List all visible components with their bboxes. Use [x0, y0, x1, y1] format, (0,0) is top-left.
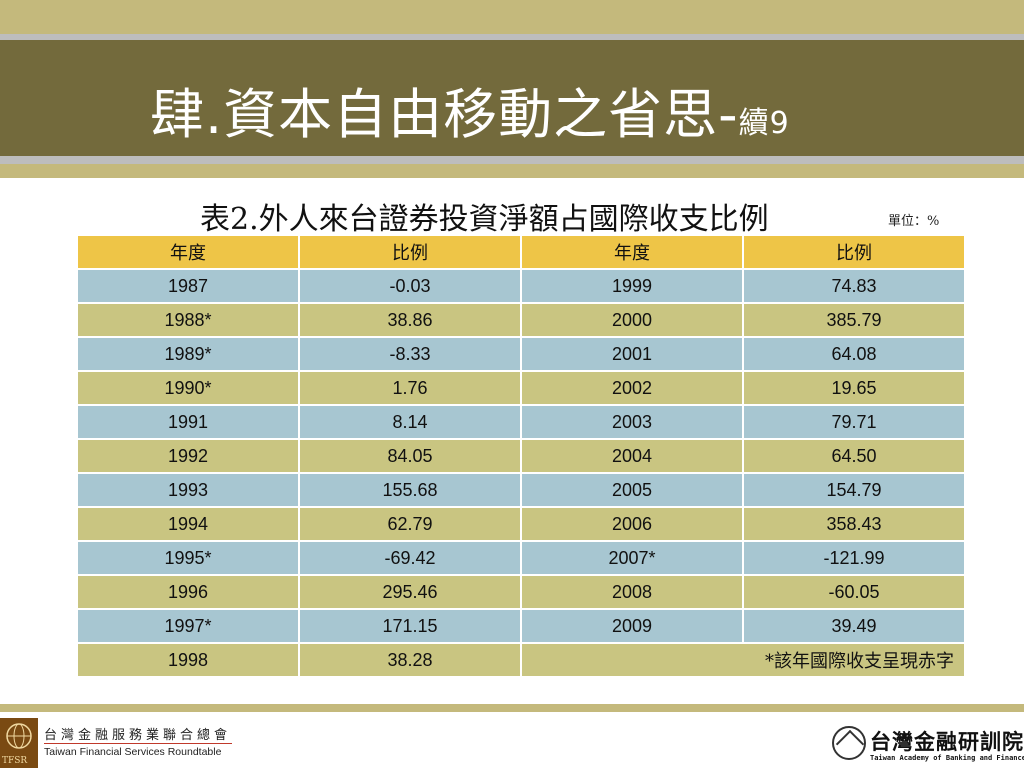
bottom-decor-band — [0, 704, 1024, 712]
table-row: 1989* -8.33 2001 64.08 — [76, 336, 966, 372]
title-grey-stripe — [0, 156, 1024, 164]
tfsr-emblem-text: TFSR — [2, 756, 28, 766]
table-cell: 171.15 — [298, 608, 522, 644]
table-cell: 8.14 — [298, 404, 522, 440]
tfsr-logo: TFSR 台灣金融服務業聯合總會 Taiwan Financial Servic… — [0, 716, 240, 768]
table-cell: 1999 — [520, 268, 744, 304]
table-row: 1990* 1.76 2002 19.65 — [76, 370, 966, 406]
slide-title-suffix: 續9 — [738, 106, 790, 141]
table-row: 1995* -69.42 2007* -121.99 — [76, 540, 966, 576]
table-cell: 358.43 — [742, 506, 966, 542]
globe-icon — [6, 723, 32, 749]
tfsr-name-en: Taiwan Financial Services Roundtable — [44, 746, 222, 758]
table-cell: 2007* — [520, 540, 744, 576]
table-row: 1997* 171.15 2009 39.49 — [76, 608, 966, 644]
table-cell: -0.03 — [298, 268, 522, 304]
table-cell: 1998 — [76, 642, 300, 678]
table-cell: 64.50 — [742, 438, 966, 474]
table-cell: 1995* — [76, 540, 300, 576]
slide-title-main: 肆.資本自由移動之省思- — [150, 83, 739, 146]
top-grey-stripe — [0, 34, 1024, 40]
deficit-note: *該年國際收支呈現赤字 — [520, 642, 966, 678]
table-row: 1988* 38.86 2000 385.79 — [76, 302, 966, 338]
table-cell: 154.79 — [742, 472, 966, 508]
table-row: 1994 62.79 2006 358.43 — [76, 506, 966, 542]
table-row: 1998 38.28 *該年國際收支呈現赤字 — [76, 642, 966, 678]
table-cell: 2000 — [520, 302, 744, 338]
table-cell: 19.65 — [742, 370, 966, 406]
slide-title: 肆.資本自由移動之省思-續9 — [150, 70, 790, 149]
data-table: 年度 比例 年度 比例 1987 -0.03 1999 74.83 1988* … — [76, 234, 966, 678]
header-ratio-1: 比例 — [298, 234, 522, 270]
table-cell: -121.99 — [742, 540, 966, 576]
table-cell: 1989* — [76, 336, 300, 372]
table-cell: 1990* — [76, 370, 300, 406]
table-cell: -69.42 — [298, 540, 522, 576]
table-cell: 1994 — [76, 506, 300, 542]
tabf-logo: 台灣金融研訓院 Taiwan Academy of Banking and Fi… — [832, 724, 1024, 768]
table-cell: 2005 — [520, 472, 744, 508]
header-year-2: 年度 — [520, 234, 744, 270]
table-row: 1993 155.68 2005 154.79 — [76, 472, 966, 508]
table-cell: 38.28 — [298, 642, 522, 678]
header-ratio-2: 比例 — [742, 234, 966, 270]
table-cell: 62.79 — [298, 506, 522, 542]
tfsr-name-cn: 台灣金融服務業聯合總會 — [44, 727, 232, 742]
table-cell: 1997* — [76, 608, 300, 644]
table-cell: 295.46 — [298, 574, 522, 610]
table-row: 1996 295.46 2008 -60.05 — [76, 574, 966, 610]
table-cell: 1988* — [76, 302, 300, 338]
header-year-1: 年度 — [76, 234, 300, 270]
table-cell: -60.05 — [742, 574, 966, 610]
table-cell: 385.79 — [742, 302, 966, 338]
table-caption: 表2.外人來台證券投資淨額占國際收支比例 — [200, 202, 769, 237]
top-decor-band — [0, 0, 1024, 34]
table-cell: 2006 — [520, 506, 744, 542]
table-row: 1987 -0.03 1999 74.83 — [76, 268, 966, 304]
table-cell: 64.08 — [742, 336, 966, 372]
title-olive-stripe — [0, 164, 1024, 178]
table-cell: -8.33 — [298, 336, 522, 372]
table-cell: 84.05 — [298, 438, 522, 474]
table-cell: 2004 — [520, 438, 744, 474]
table-cell: 2002 — [520, 370, 744, 406]
table-row: 1991 8.14 2003 79.71 — [76, 404, 966, 440]
table-cell: 1991 — [76, 404, 300, 440]
table-row: 1992 84.05 2004 64.50 — [76, 438, 966, 474]
table-cell: 155.68 — [298, 472, 522, 508]
table-cell: 1993 — [76, 472, 300, 508]
table-header-row: 年度 比例 年度 比例 — [76, 234, 966, 270]
table-cell: 1992 — [76, 438, 300, 474]
tfsr-divider — [44, 743, 232, 744]
table-cell: 1.76 — [298, 370, 522, 406]
tabf-name-cn: 台灣金融研訓院 — [870, 729, 1024, 754]
tfsr-emblem-icon: TFSR — [0, 718, 38, 768]
table-cell: 2009 — [520, 608, 744, 644]
table-cell: 2001 — [520, 336, 744, 372]
tabf-name-en: Taiwan Academy of Banking and Finance — [870, 754, 1024, 762]
table-cell: 74.83 — [742, 268, 966, 304]
table-cell: 2003 — [520, 404, 744, 440]
table-cell: 2008 — [520, 574, 744, 610]
tabf-emblem-icon — [832, 726, 866, 760]
table-cell: 38.86 — [298, 302, 522, 338]
table-cell: 1996 — [76, 574, 300, 610]
title-bar — [0, 40, 1024, 156]
table-cell: 79.71 — [742, 404, 966, 440]
table-cell: 1987 — [76, 268, 300, 304]
unit-label: 單位：% — [888, 214, 940, 229]
table-cell: 39.49 — [742, 608, 966, 644]
